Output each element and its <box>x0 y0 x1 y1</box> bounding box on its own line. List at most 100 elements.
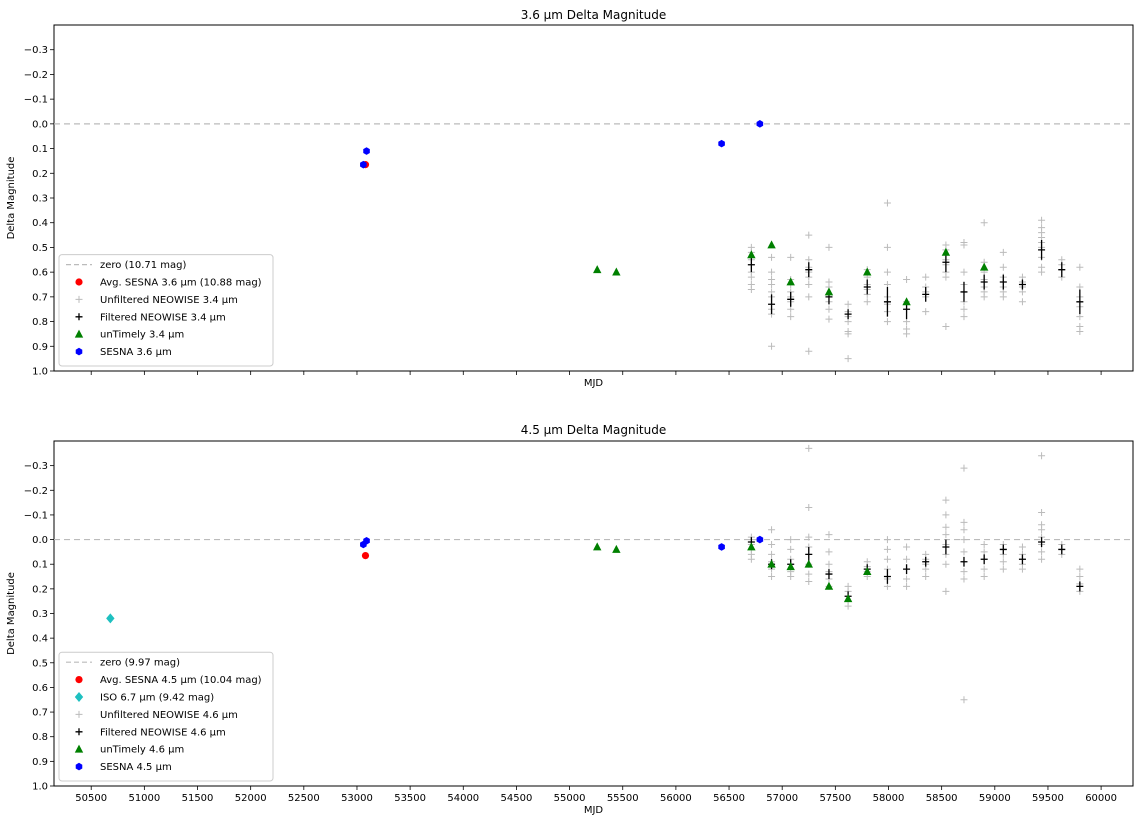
y-axis-label: Delta Magnitude <box>6 572 17 655</box>
filtered-point <box>980 274 988 290</box>
unfiltered-point <box>999 558 1007 566</box>
filtered-point <box>1058 544 1066 555</box>
x-tick-label: 52500 <box>288 793 320 804</box>
series-sesna <box>360 535 764 551</box>
unfiltered-point <box>844 318 852 326</box>
y-axis-label: Delta Magnitude <box>6 157 17 240</box>
unfiltered-point <box>883 281 891 288</box>
unfiltered-point <box>883 268 891 276</box>
legend-entry-label: Unfiltered NEOWISE 3.4 μm <box>100 295 238 306</box>
unfiltered-point <box>1076 283 1084 291</box>
unfiltered-point <box>903 318 911 326</box>
legend-entry-label: zero (10.71 mag) <box>100 260 187 271</box>
unfiltered-point <box>980 548 988 556</box>
filtered-point <box>863 279 871 295</box>
unfiltered-point <box>942 273 950 281</box>
untimely-point <box>824 287 834 296</box>
unfiltered-point <box>805 444 813 452</box>
y-tick-label: −0.1 <box>24 510 48 521</box>
unfiltered-point <box>980 219 988 227</box>
y-tick-label: 0.7 <box>32 708 48 719</box>
x-tick-label: 54500 <box>501 793 533 804</box>
legend-entry-label: unTimely 4.6 μm <box>100 745 184 756</box>
unfiltered-point <box>883 536 891 544</box>
unfiltered-point <box>960 568 968 576</box>
unfiltered-point <box>768 342 776 350</box>
sesna-point <box>718 139 725 148</box>
unfiltered-point <box>768 541 776 548</box>
series-untimely <box>593 542 872 603</box>
y-tick-label: −0.3 <box>24 461 48 472</box>
y-tick-label: 0.2 <box>32 169 48 180</box>
y-tick-label: −0.1 <box>24 95 48 106</box>
unfiltered-point <box>805 577 813 585</box>
y-tick-label: −0.3 <box>24 45 48 56</box>
unfiltered-point <box>825 560 833 568</box>
unfiltered-point <box>825 315 833 323</box>
unfiltered-point <box>1038 526 1046 534</box>
unfiltered-point <box>922 308 930 316</box>
y-tick-label: 0.6 <box>32 683 48 694</box>
y-tick-label: 0.8 <box>32 317 48 328</box>
unfiltered-point <box>903 555 911 563</box>
unfiltered-point <box>883 318 891 326</box>
y-tick-label: 0.4 <box>32 218 48 229</box>
unfiltered-point <box>825 531 833 539</box>
filtered-point <box>1058 262 1066 278</box>
avg-point <box>361 551 370 560</box>
y-tick-label: 0.4 <box>32 634 48 645</box>
unfiltered-point <box>747 555 755 563</box>
legend-handle <box>74 744 84 753</box>
legend-entry-label: ISO 6.7 μm (9.42 mag) <box>100 693 214 704</box>
unfiltered-point <box>787 545 795 553</box>
x-tick-label: 58500 <box>926 793 958 804</box>
unfiltered-point <box>922 565 930 573</box>
legend-entry-label: Unfiltered NEOWISE 4.6 μm <box>100 710 238 721</box>
unfiltered-point <box>1076 573 1084 581</box>
unfiltered-point <box>1038 268 1046 276</box>
unfiltered-point <box>942 587 950 595</box>
x-axis-label: MJD <box>584 805 604 816</box>
filtered-point <box>883 569 891 584</box>
sesna-point <box>363 147 370 155</box>
iso-point <box>106 613 115 624</box>
y-tick-label: 0.5 <box>32 243 48 254</box>
untimely-point <box>593 265 602 274</box>
legend-handle <box>75 762 83 771</box>
unfiltered-point <box>825 243 833 251</box>
unfiltered-point <box>942 323 950 331</box>
unfiltered-point <box>960 268 968 276</box>
chart-panel-2: 4.5 μm Delta Magnitude 1.0 0.9 0.8 0.7 0.6 0.5… <box>6 423 1134 816</box>
untimely-point <box>863 567 872 576</box>
series-sesna <box>360 120 764 169</box>
unfiltered-point <box>1038 452 1046 460</box>
y-tick-label: 0.2 <box>32 584 48 595</box>
unfiltered-point <box>922 273 930 281</box>
unfiltered-point <box>1018 298 1026 306</box>
unfiltered-point <box>805 281 813 288</box>
filtered-point <box>1018 279 1026 290</box>
untimely-point <box>767 240 776 249</box>
series-filtered <box>747 240 1084 320</box>
unfiltered-point <box>825 548 833 556</box>
unfiltered-point <box>805 504 813 512</box>
legend-entry-label: unTimely 3.4 μm <box>100 330 184 341</box>
unfiltered-point <box>1076 263 1084 271</box>
unfiltered-point <box>787 313 795 321</box>
filtered-point <box>980 554 988 565</box>
unfiltered-point <box>942 496 950 504</box>
unfiltered-point <box>825 305 833 313</box>
filtered-point <box>1076 581 1084 592</box>
filtered-point <box>1076 289 1084 315</box>
filtered-point <box>922 556 930 567</box>
untimely-point <box>612 267 621 276</box>
unfiltered-point <box>805 256 813 264</box>
unfiltered-point <box>980 573 988 581</box>
unfiltered-point <box>805 231 813 239</box>
unfiltered-point <box>960 696 968 704</box>
legend-entry-label: Filtered NEOWISE 4.6 μm <box>100 727 226 738</box>
unfiltered-point <box>768 526 776 534</box>
unfiltered-point <box>844 330 852 338</box>
filtered-point <box>1038 537 1046 547</box>
